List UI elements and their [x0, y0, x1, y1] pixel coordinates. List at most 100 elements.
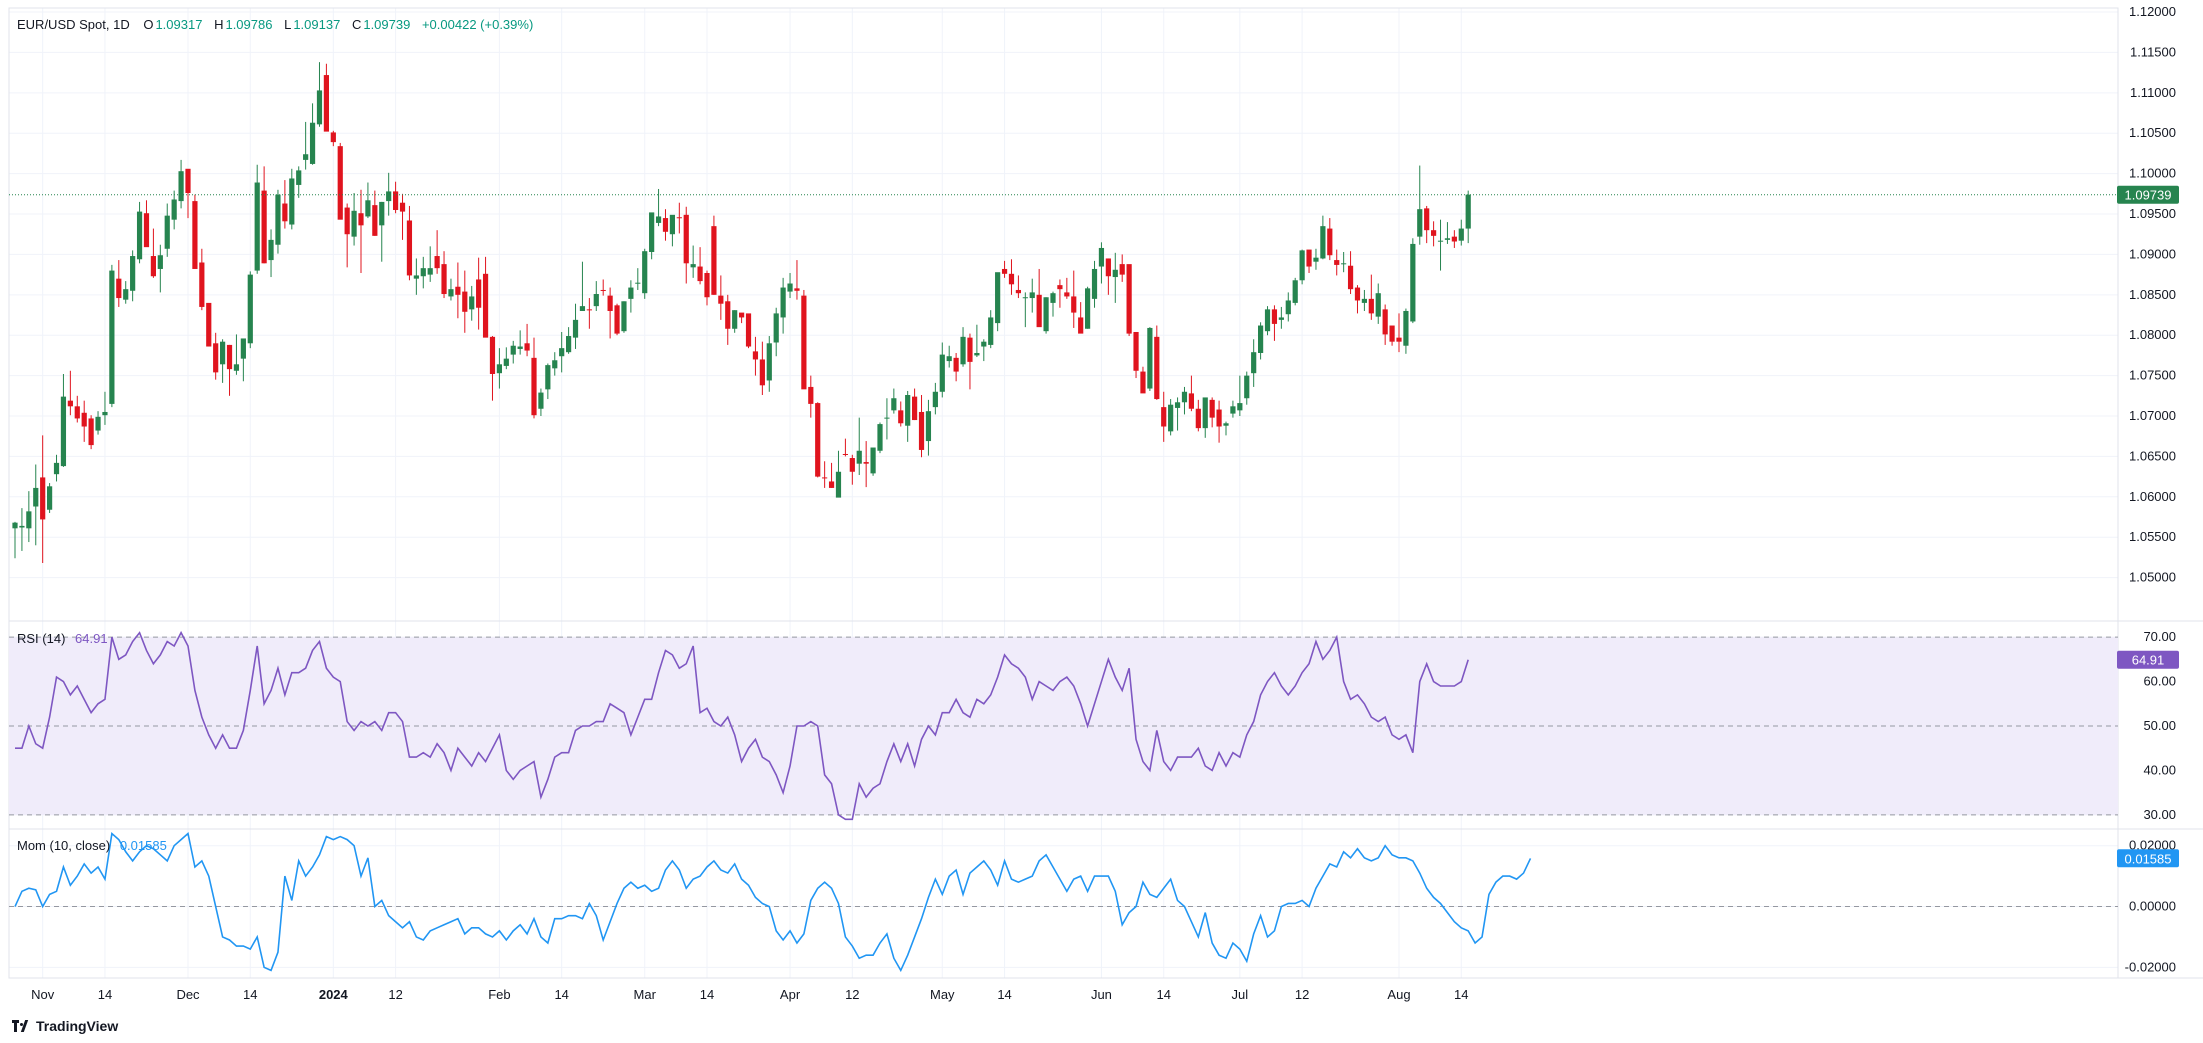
candle-body[interactable]	[655, 216, 662, 223]
candle-body[interactable]	[358, 213, 364, 226]
candle-body[interactable]	[676, 217, 682, 219]
candle-body[interactable]	[870, 447, 876, 474]
candle-body[interactable]	[1327, 228, 1333, 256]
candle-body[interactable]	[766, 343, 772, 381]
candle-body[interactable]	[330, 132, 336, 143]
candle-body[interactable]	[842, 453, 848, 455]
candle-body[interactable]	[240, 338, 246, 359]
candle-body[interactable]	[808, 386, 814, 404]
candle-body[interactable]	[213, 343, 219, 373]
candle-body[interactable]	[579, 306, 586, 311]
candle-body[interactable]	[1230, 406, 1236, 414]
candle-body[interactable]	[247, 274, 253, 344]
candle-body[interactable]	[1202, 397, 1208, 429]
candle-body[interactable]	[143, 213, 150, 248]
rsi-line[interactable]	[15, 630, 1469, 821]
candle-body[interactable]	[718, 295, 724, 304]
candle-body[interactable]	[711, 226, 717, 295]
candle-body[interactable]	[469, 296, 475, 310]
candle-body[interactable]	[12, 522, 18, 529]
candle-body[interactable]	[1022, 297, 1028, 299]
candle-body[interactable]	[1299, 250, 1305, 281]
candle-body[interactable]	[725, 301, 731, 329]
candle-body[interactable]	[1264, 309, 1271, 332]
candle-body[interactable]	[47, 486, 53, 510]
candle-body[interactable]	[752, 351, 759, 360]
candle-body[interactable]	[226, 344, 233, 370]
candle-body[interactable]	[53, 462, 60, 475]
candle-body[interactable]	[1154, 336, 1160, 400]
candle-body[interactable]	[759, 359, 765, 386]
candle-body[interactable]	[835, 471, 842, 498]
candle-body[interactable]	[171, 199, 177, 220]
candle-body[interactable]	[552, 360, 558, 369]
candle-body[interactable]	[199, 262, 205, 307]
candle-body[interactable]	[26, 511, 32, 529]
candle-body[interactable]	[1174, 402, 1181, 408]
candle-body[interactable]	[690, 264, 696, 268]
candle-body[interactable]	[254, 182, 260, 271]
candle-body[interactable]	[1188, 393, 1194, 409]
candle-body[interactable]	[1237, 403, 1243, 411]
candle-body[interactable]	[1306, 249, 1312, 267]
candle-body[interactable]	[967, 337, 973, 362]
candle-body[interactable]	[517, 346, 523, 349]
candle-body[interactable]	[1382, 309, 1388, 335]
candle-body[interactable]	[1140, 371, 1146, 394]
candle-body[interactable]	[1271, 309, 1278, 324]
candle-body[interactable]	[1078, 317, 1084, 334]
candle-body[interactable]	[607, 295, 613, 311]
candle-body[interactable]	[1064, 292, 1070, 297]
candle-body[interactable]	[323, 75, 329, 132]
candle-body[interactable]	[1354, 287, 1361, 301]
mom-line[interactable]	[14, 831, 1532, 973]
candle-body[interactable]	[1431, 230, 1437, 236]
candle-body[interactable]	[482, 273, 489, 338]
candle-body[interactable]	[164, 215, 170, 249]
candle-body[interactable]	[1001, 268, 1008, 274]
candle-body[interactable]	[95, 416, 101, 431]
candle-body[interactable]	[123, 289, 129, 300]
candle-body[interactable]	[1368, 298, 1374, 314]
candle-body[interactable]	[130, 256, 136, 291]
tradingview-logo[interactable]: TradingView	[12, 1018, 118, 1034]
candle-body[interactable]	[1112, 269, 1118, 278]
candle-body[interactable]	[413, 275, 419, 279]
candle-body[interactable]	[939, 354, 945, 392]
candle-body[interactable]	[233, 364, 240, 371]
candle-body[interactable]	[406, 220, 413, 276]
candle-body[interactable]	[566, 336, 572, 353]
candle-body[interactable]	[642, 251, 648, 294]
candle-body[interactable]	[1437, 240, 1444, 242]
candle-body[interactable]	[136, 211, 143, 260]
candle-body[interactable]	[74, 406, 80, 419]
candle-body[interactable]	[178, 171, 184, 202]
candle-body[interactable]	[1244, 375, 1250, 399]
candle-body[interactable]	[649, 212, 655, 252]
candle-body[interactable]	[150, 256, 156, 277]
candle-body[interactable]	[683, 214, 689, 264]
candle-body[interactable]	[393, 191, 399, 210]
candle-body[interactable]	[1251, 352, 1257, 374]
candle-body[interactable]	[316, 90, 323, 125]
candle-body[interactable]	[1361, 298, 1367, 303]
candle-body[interactable]	[1278, 317, 1284, 320]
candle-body[interactable]	[455, 286, 461, 295]
candle-body[interactable]	[1417, 209, 1423, 237]
candle-body[interactable]	[434, 256, 440, 269]
candle-body[interactable]	[489, 336, 496, 374]
candle-body[interactable]	[739, 312, 745, 318]
candle-body[interactable]	[545, 365, 551, 390]
candle-body[interactable]	[1195, 408, 1201, 429]
candle-body[interactable]	[1341, 263, 1347, 265]
candle-body[interactable]	[1465, 194, 1471, 229]
candle-body[interactable]	[946, 356, 952, 362]
candle-body[interactable]	[697, 266, 703, 282]
candle-body[interactable]	[600, 289, 606, 291]
candle-body[interactable]	[1147, 327, 1153, 389]
candle-body[interactable]	[206, 302, 212, 347]
candle-body[interactable]	[1036, 294, 1042, 328]
candle-body[interactable]	[372, 205, 378, 236]
candle-body[interactable]	[33, 487, 39, 507]
candle-body[interactable]	[559, 348, 565, 357]
